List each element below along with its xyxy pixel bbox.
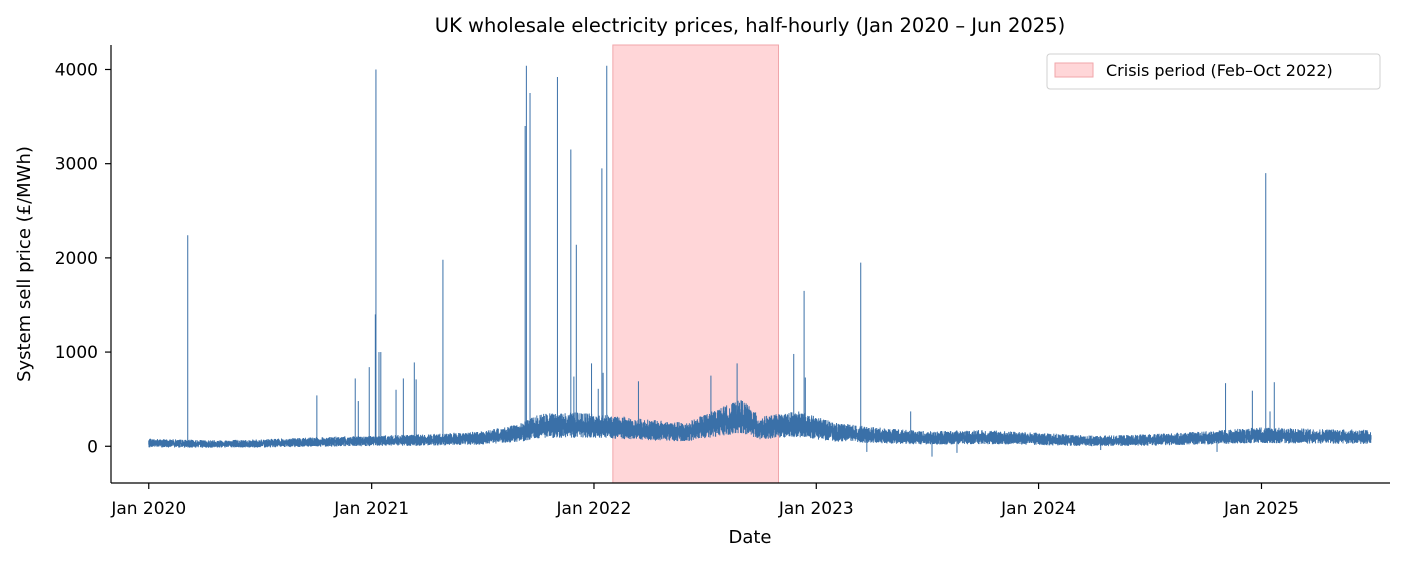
y-tick-label: 4000 <box>55 60 98 80</box>
crisis-period-band <box>612 44 780 484</box>
x-tick-label: Jan 2023 <box>778 499 854 519</box>
y-tick-label: 0 <box>87 437 98 457</box>
x-tick-label: Jan 2020 <box>110 499 186 519</box>
y-tick-label: 3000 <box>55 155 98 175</box>
x-tick-label: Jan 2024 <box>1000 499 1076 519</box>
x-tick-label: Jan 2022 <box>556 499 632 519</box>
y-tick-label: 1000 <box>55 343 98 363</box>
chart-title: UK wholesale electricity prices, half-ho… <box>435 14 1065 37</box>
crisis-shaded-region <box>612 44 780 484</box>
legend-label: Crisis period (Feb–Oct 2022) <box>1106 61 1333 80</box>
x-tick-label: Jan 2021 <box>333 499 409 519</box>
price-noise-band <box>148 400 1372 448</box>
axes <box>110 45 1390 484</box>
y-ticks: 0 1000 2000 3000 4000 <box>55 60 111 457</box>
x-ticks: Jan 2020 Jan 2021 Jan 2022 Jan 2023 Jan 2024… <box>110 483 1299 519</box>
series-line <box>148 65 1372 457</box>
legend: Crisis period (Feb–Oct 2022) <box>1046 53 1381 90</box>
legend-swatch <box>1054 62 1094 78</box>
legend-box <box>1046 53 1381 90</box>
x-tick-label: Jan 2025 <box>1223 499 1299 519</box>
y-tick-label: 2000 <box>55 249 98 269</box>
x-axis-label: Date <box>728 527 771 548</box>
y-axis-label: System sell price (£/MWh) <box>14 146 35 382</box>
